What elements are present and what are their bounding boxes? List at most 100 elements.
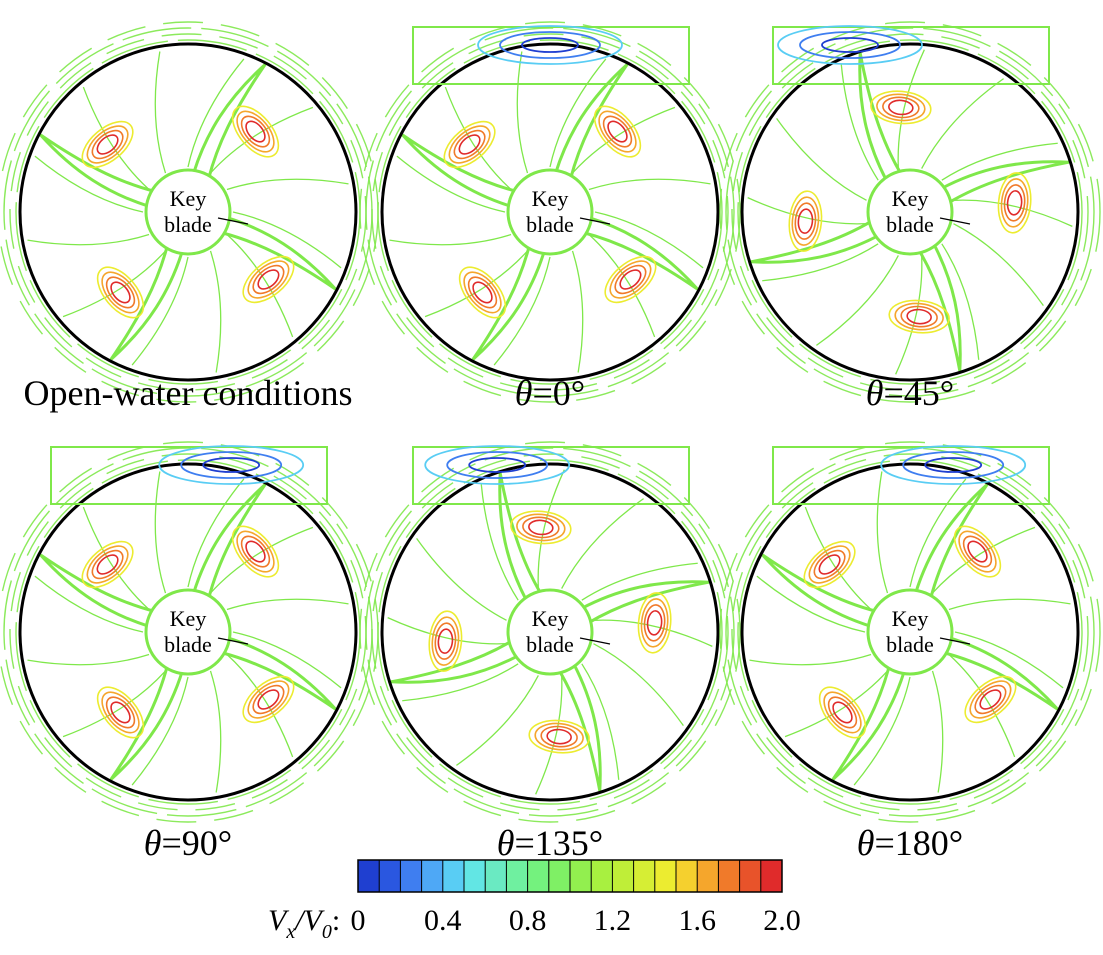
inner-contour [897,49,925,169]
panel-caption: θ=45° [866,373,954,413]
high-velocity-contour [598,110,637,153]
inner-contour [210,106,314,174]
colorbar-label-main: V [268,904,290,937]
inner-contour [588,178,711,191]
high-velocity-contour [958,530,997,573]
blade [553,63,629,182]
inner-contour [226,234,294,338]
blade [109,242,185,361]
inner-contour [389,233,512,246]
high-velocity-contour [510,510,572,545]
inner-contour [456,675,539,766]
key-blade-label: Key [532,606,569,631]
high-velocity-contour [516,513,566,542]
inner-contour [876,471,889,594]
inner-contour [816,255,899,346]
high-velocity-contour [458,266,507,319]
high-velocity-contour [882,96,920,119]
high-velocity-contour [236,530,275,573]
high-velocity-contour [953,525,1002,578]
inner-contour [747,197,867,225]
outer-contour [737,39,1083,385]
colorbar-tick-label: 1.6 [678,904,716,937]
high-velocity-contour [540,725,578,748]
high-velocity-contour [643,604,666,642]
inner-contour [232,631,342,689]
high-velocity-contour [974,684,1007,715]
high-velocity-contour [245,540,266,563]
high-velocity-contour [242,675,295,724]
blade [471,242,547,361]
high-velocity-contour [463,271,502,314]
wake-box [772,26,1050,85]
propeller-disk [740,462,1080,802]
colorbar-label-sub2: 0 [322,921,332,943]
high-velocity-contour [997,172,1032,234]
colorbar-cell [654,860,677,892]
colorbar-label-sep: /V [293,904,325,937]
inner-contour [226,598,349,611]
colorbar-cell [379,860,401,892]
high-velocity-contour [969,680,1012,719]
inner-contour [387,617,507,645]
inner-contour [493,256,551,366]
inner-contour [210,526,314,594]
key-blade-label-line2: blade [526,632,574,657]
panel-caption: θ=0° [515,373,585,413]
inner-contour [154,471,167,594]
high-velocity-contour [81,120,134,169]
inner-contour [756,575,866,633]
low-velocity-contour [521,37,579,53]
blade [218,215,337,291]
outer-contour [719,441,1101,823]
high-velocity-contour [236,110,275,153]
high-velocity-contour [448,125,491,164]
panel-caption: θ=135° [497,823,603,863]
wake-box [50,446,328,505]
blade [761,553,880,629]
low-velocity-contour [799,31,901,59]
inner-contour [34,155,144,213]
high-velocity-contour [96,134,119,155]
inner-contour [444,86,512,190]
inner-contour [932,526,1036,594]
inner-contour [594,211,704,269]
high-velocity-contour [247,260,290,299]
colorbar-cell [421,860,444,892]
inner-contour [480,484,519,601]
outer-contour [371,33,729,391]
hub [144,588,232,676]
outer-contour [359,21,741,403]
colorbar-tick-label: 0.8 [509,904,547,937]
colorbar-tick-labels: 0 0.4 0.8 1.2 1.6 2.0 [351,904,801,937]
blade [218,635,337,711]
inner-contour [921,78,1004,169]
high-velocity-contour [96,266,145,319]
high-velocity-contour [434,622,457,660]
key-blade-leader [939,217,971,225]
outer-contour [731,453,1089,811]
caption-symbol: θ [144,823,162,863]
inner-contour [954,631,1064,689]
blade [191,483,267,602]
caption-symbol: θ [857,823,875,863]
outer-contour [377,39,723,385]
colorbar-cell [485,860,507,892]
low-velocity-contour [180,451,283,479]
inner-contour [226,178,349,191]
blade [939,160,1070,206]
high-velocity-contour [247,680,290,719]
high-velocity-contour [81,540,134,589]
low-velocity-contour [477,25,623,65]
blade [191,63,267,182]
colorbar-cell [527,860,550,892]
inner-contour [561,498,644,589]
high-velocity-contour [1003,184,1026,222]
inner-contour [931,670,944,793]
high-velocity-contour [813,549,846,580]
blade [39,133,158,209]
caption-symbol: θ [497,823,515,863]
colorbar-cell [358,860,380,892]
